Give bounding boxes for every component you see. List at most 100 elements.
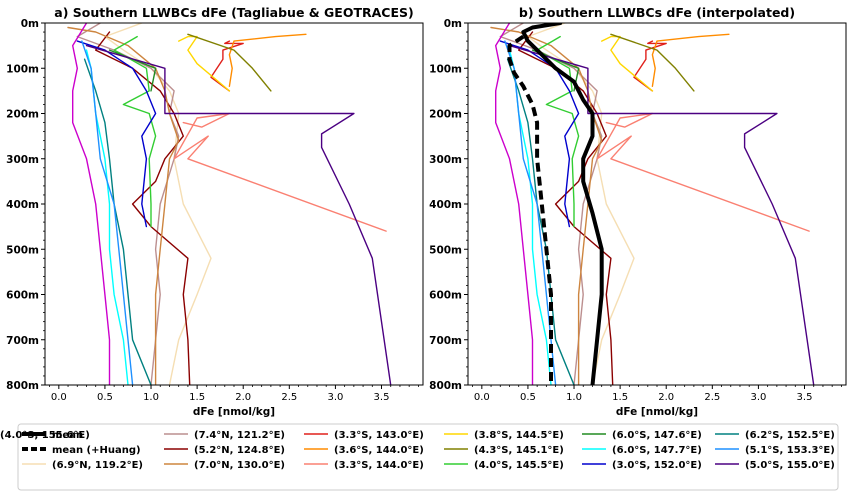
chart-title: b) Southern LLWBCs dFe (interpolated) — [519, 5, 795, 20]
legend-label: (5.1°S, 153.3°E) — [745, 445, 835, 456]
series-line — [536, 35, 580, 228]
series-line — [210, 40, 244, 92]
legend-label: mean (+Huang) — [52, 445, 141, 456]
chart-panel-a: a) Southern LLWBCs dFe (Tagliabue & GEOT… — [6, 5, 424, 418]
series-lines — [490, 23, 815, 385]
legend-frame — [17, 423, 839, 491]
legend-label: (3.3°S, 143.0°E) — [334, 430, 424, 441]
x-tick-label: 3.0 — [750, 392, 766, 403]
series-line — [187, 33, 272, 92]
y-tick-label: 400m — [429, 199, 462, 211]
series-line — [76, 40, 157, 228]
legend-entry: (3.6°S, 144.0°E) — [304, 445, 424, 456]
legend-entry: (4.0°S, 145.5°E) — [444, 460, 564, 471]
legend-entry: (5.2°N, 124.8°E) — [164, 445, 285, 456]
series-line — [633, 40, 667, 92]
legend-label: (7.4°N, 121.2°E) — [194, 430, 285, 441]
series-line — [527, 23, 635, 385]
chart-title: a) Southern LLWBCs dFe (Tagliabue & GEOT… — [54, 5, 413, 20]
legend-entry: (3.3°S, 143.0°E) — [304, 430, 424, 441]
legend-entry: (3.8°S, 144.5°E) — [444, 430, 564, 441]
x-tick-label: 1.5 — [189, 392, 205, 403]
legend-label: (5.2°N, 124.8°E) — [194, 445, 285, 456]
legend-entry: (6.0°S, 147.6°E) — [582, 430, 702, 441]
legend-entry: (5.0°S, 155.0°E) — [715, 460, 835, 471]
series-line — [85, 44, 392, 385]
legend-entry: (5.1°S, 153.3°E) — [715, 445, 835, 456]
legend-label: (7.0°N, 130.0°E) — [194, 460, 285, 471]
legend-entry: (6.2°S, 152.5°E) — [715, 430, 835, 441]
legend-label: (3.0°S, 152.0°E) — [612, 460, 702, 471]
y-tick-label: 700m — [6, 335, 39, 347]
series-line — [81, 40, 134, 385]
series-line — [507, 34, 553, 385]
x-tick-label: 2.0 — [658, 392, 674, 403]
legend-entry: (3.3°S, 144.0°E) — [304, 460, 424, 471]
legend-entry: (4.0°S, 155.6°E) — [0, 430, 90, 441]
y-tick-label: 500m — [429, 244, 462, 256]
x-axis-label: dFe [nmol/kg] — [193, 406, 275, 418]
series-line — [104, 23, 212, 385]
series-line — [495, 23, 534, 385]
legend-label: (6.0°S, 147.6°E) — [612, 430, 702, 441]
x-tick-label: 3.5 — [374, 392, 390, 403]
chart-panel-b: b) Southern LLWBCs dFe (interpolated) 0.0… — [429, 5, 847, 418]
x-axis-label: dFe [nmol/kg] — [616, 406, 698, 418]
legend-label: (3.3°S, 144.0°E) — [334, 460, 424, 471]
series-lines — [67, 23, 392, 385]
series-line — [508, 44, 815, 385]
y-tick-label: 100m — [6, 63, 39, 75]
y-tick-label: 600m — [429, 290, 462, 302]
legend-label: (4.0°S, 155.6°E) — [0, 430, 90, 441]
legend-entry: mean — [22, 430, 83, 441]
legend-label: (6.2°S, 152.5°E) — [745, 430, 835, 441]
series-line — [228, 33, 307, 87]
x-tick-label: 2.5 — [704, 392, 720, 403]
series-line — [601, 35, 654, 92]
y-tick-label: 800m — [6, 380, 39, 392]
series-line — [173, 112, 387, 232]
y-tick-label: 100m — [429, 63, 462, 75]
series-line — [95, 31, 191, 385]
y-tick-label: 200m — [429, 109, 462, 121]
x-tick-label: 0.0 — [474, 392, 490, 403]
legend-label: (3.6°S, 144.0°E) — [334, 445, 424, 456]
legend-label: (5.0°S, 155.0°E) — [745, 460, 835, 471]
y-tick-label: 600m — [6, 290, 39, 302]
series-line — [596, 112, 810, 232]
x-tick-label: 2.5 — [281, 392, 297, 403]
legend-label: (6.9°N, 119.2°E) — [52, 460, 143, 471]
legend-entry: (4.3°S, 145.1°E) — [444, 445, 564, 456]
y-tick-label: 300m — [6, 154, 39, 166]
x-tick-label: 1.0 — [566, 392, 582, 403]
x-tick-label: 1.0 — [143, 392, 159, 403]
legend-label: (4.3°S, 145.1°E) — [474, 445, 564, 456]
legend-label: mean — [52, 430, 83, 441]
x-tick-label: 0.5 — [97, 392, 113, 403]
x-tick-label: 1.5 — [612, 392, 628, 403]
y-tick-label: 500m — [6, 244, 39, 256]
legend-entry: (6.0°S, 147.7°E) — [582, 445, 702, 456]
y-tick-label: 0m — [21, 18, 39, 30]
x-tick-label: 2.0 — [235, 392, 251, 403]
series-line — [651, 33, 730, 87]
series-line — [178, 35, 231, 92]
series-line — [521, 23, 604, 385]
series-line — [113, 35, 157, 228]
legend-entry: mean (+Huang) — [22, 445, 141, 456]
y-tick-label: 300m — [429, 154, 462, 166]
series-line — [499, 40, 580, 228]
y-tick-label: 0m — [444, 18, 462, 30]
x-tick-label: 0.5 — [520, 392, 536, 403]
legend: mean mean (+Huang) (6.9°N, 119.2°E) (7.4°N,… — [0, 423, 839, 491]
chart-panels: a) Southern LLWBCs dFe (Tagliabue & GEOT… — [6, 5, 847, 418]
y-tick-label: 700m — [429, 335, 462, 347]
series-line — [610, 33, 695, 92]
legend-label: (3.8°S, 144.5°E) — [474, 430, 564, 441]
y-tick-label: 800m — [429, 380, 462, 392]
series-line — [67, 26, 180, 385]
series-line — [72, 23, 111, 385]
legend-entry: (3.0°S, 152.0°E) — [582, 460, 702, 471]
x-tick-label: 3.5 — [797, 392, 813, 403]
